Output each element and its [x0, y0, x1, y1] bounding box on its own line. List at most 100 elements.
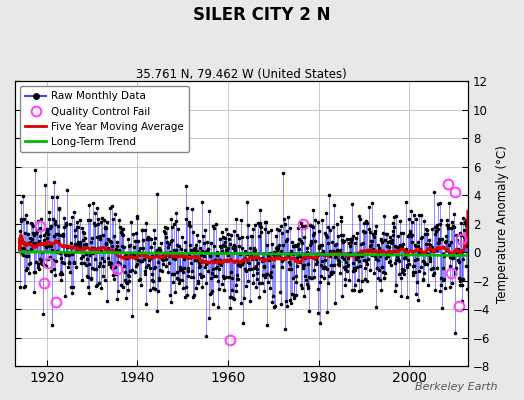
Point — [213, 249, 221, 255]
Point — [423, 251, 432, 258]
Point — [446, 225, 455, 231]
Point — [239, 295, 248, 301]
Point — [164, 269, 172, 275]
Point — [83, 255, 91, 262]
Point — [51, 231, 60, 238]
Point — [39, 262, 48, 268]
Point — [270, 304, 278, 310]
Point — [361, 265, 369, 271]
Point — [425, 252, 433, 258]
Point — [50, 233, 58, 240]
Point — [207, 290, 215, 296]
Point — [383, 252, 391, 258]
Point — [244, 259, 253, 266]
Point — [286, 260, 294, 267]
Point — [237, 217, 245, 223]
Point — [309, 224, 317, 230]
Point — [72, 242, 80, 248]
Point — [422, 251, 431, 258]
Point — [130, 238, 139, 244]
Point — [444, 225, 452, 231]
Point — [114, 260, 123, 266]
Point — [20, 284, 28, 290]
Point — [129, 230, 137, 237]
Point — [180, 265, 189, 271]
Point — [67, 240, 75, 246]
Point — [15, 236, 24, 242]
Point — [237, 300, 245, 306]
Point — [246, 252, 255, 258]
Point — [267, 227, 275, 234]
Point — [291, 242, 299, 248]
Point — [62, 252, 70, 258]
Point — [257, 229, 266, 235]
Point — [257, 258, 266, 264]
Point — [288, 275, 297, 281]
Point — [125, 278, 133, 285]
Point — [289, 251, 297, 257]
Point — [347, 239, 355, 246]
Point — [79, 237, 87, 243]
Point — [443, 217, 452, 224]
Point — [103, 298, 111, 304]
Point — [127, 252, 136, 258]
Point — [406, 228, 414, 234]
Point — [143, 253, 151, 259]
Point — [190, 246, 198, 253]
Point — [222, 274, 230, 280]
Point — [253, 266, 261, 272]
Point — [418, 234, 426, 240]
Point — [458, 276, 467, 282]
Point — [447, 280, 456, 286]
Point — [124, 287, 133, 293]
Point — [36, 225, 45, 231]
Point — [232, 282, 240, 288]
Point — [430, 270, 439, 276]
Point — [88, 245, 96, 252]
Point — [107, 264, 115, 270]
Point — [135, 248, 144, 254]
Point — [301, 272, 310, 279]
Point — [264, 252, 272, 258]
Point — [218, 228, 226, 235]
Point — [93, 205, 101, 212]
Point — [163, 252, 172, 258]
Point — [67, 245, 75, 251]
Point — [296, 252, 304, 259]
Point — [153, 246, 161, 253]
Point — [206, 290, 214, 297]
Point — [356, 286, 365, 293]
Point — [78, 224, 86, 231]
Point — [125, 243, 134, 249]
Point — [283, 228, 291, 235]
Point — [383, 242, 391, 249]
Point — [410, 212, 418, 218]
Point — [168, 224, 176, 230]
Point — [361, 276, 369, 282]
Point — [26, 239, 34, 245]
Point — [250, 247, 259, 254]
Point — [163, 238, 171, 245]
Point — [114, 288, 122, 294]
Point — [245, 266, 253, 272]
Point — [90, 220, 98, 227]
Point — [102, 241, 110, 248]
Point — [54, 223, 63, 229]
Point — [268, 241, 276, 248]
Point — [388, 228, 397, 234]
Point — [211, 257, 219, 263]
Point — [282, 236, 291, 242]
Point — [92, 265, 101, 272]
Point — [39, 311, 48, 317]
Point — [276, 248, 285, 254]
Point — [329, 224, 337, 230]
Point — [258, 272, 267, 279]
Point — [212, 221, 220, 227]
Point — [24, 231, 32, 238]
Point — [177, 252, 185, 258]
Point — [171, 288, 179, 295]
Point — [449, 223, 457, 229]
Point — [399, 241, 408, 248]
Point — [114, 259, 122, 265]
Point — [199, 273, 208, 280]
